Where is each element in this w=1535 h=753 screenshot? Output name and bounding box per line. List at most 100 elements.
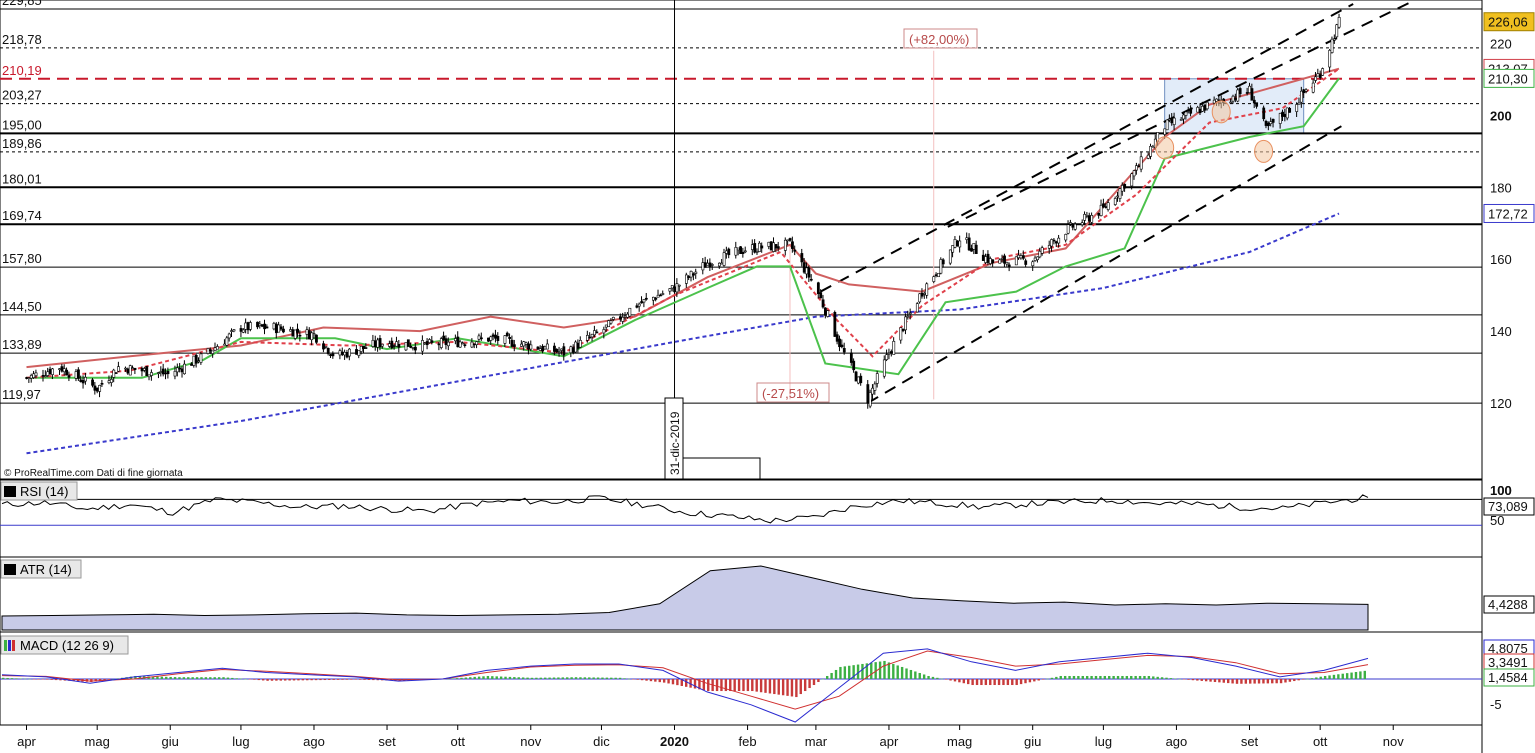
price-candle [378,338,382,348]
macd-hist-bar [59,679,62,681]
price-candle [1333,38,1336,41]
macd-hist-bar [1253,679,1256,684]
atr-area [1,565,1369,631]
price-candle [1238,88,1242,95]
macd-hist-bar [1072,675,1076,679]
atr-panel: 4,4288 [0,556,1535,633]
price-candle [677,284,681,287]
price-candle [143,368,146,371]
right-marker-box [1483,203,1535,223]
price-candle [454,338,457,342]
rsi-line [1,494,1369,524]
price-candle [404,342,408,351]
macd-hist-bar [1337,674,1340,679]
macd-hist-bar [640,679,644,681]
macd-hist-bar [729,679,732,692]
macd-hist-bar [447,678,450,680]
price-candle [569,346,573,354]
price-candle [701,262,705,271]
price-candle [357,350,361,356]
macd-hist-bar [579,677,582,679]
price-candle [941,259,945,265]
price-candle [1052,239,1056,242]
macd-hist-bar [909,669,913,679]
macd-hist-bar [742,679,745,692]
macd-hist-bar [574,677,578,679]
price-frame [0,0,1483,480]
price-candle [505,332,509,337]
price-candle [988,258,992,264]
price-candle [173,370,177,377]
price-candle [595,331,599,334]
price-candle [265,326,269,329]
price-candle [176,367,179,373]
price-candle [687,276,691,278]
price-candle [230,330,234,332]
price-candle [1120,185,1124,192]
rsi-tick-label: 100 [1490,483,1512,498]
price-candle [150,372,153,376]
price-candle [743,250,747,253]
resistance-trail-line [26,67,1340,369]
macd-hist-bar [830,672,833,679]
macd-hist-bar [1147,675,1151,679]
macd-hist-bar [1174,678,1177,680]
price-candle [256,321,259,328]
x-tick-label: giu [162,734,179,749]
level-label: 144,50 [2,299,42,314]
price-candle [520,343,523,347]
price-candle [543,346,547,350]
price-candle [310,332,314,341]
price-candle [225,337,229,346]
price-candle [183,363,186,375]
price-candle [343,351,347,356]
price-candle [623,315,627,318]
macd-hist-bar [138,676,141,679]
price-candle [1172,117,1176,125]
macd-hist-bar [1055,676,1058,679]
channel-lower [867,125,1342,404]
source-note: © ProRealTime.com Dati di fine giornata [4,468,183,479]
macd-hist-bar [6,677,9,679]
price-candle [326,347,330,354]
macd-hist-bar [486,675,490,679]
level-label: 229,85 [2,0,42,8]
macd-hist-bar [1138,675,1142,679]
price-candle [1295,104,1299,112]
price-candle [1033,257,1037,261]
price-candle [1073,223,1077,230]
macd-hist-bar [482,676,485,679]
price-candle [232,329,236,332]
price-candle [640,301,644,304]
price-candle [1116,195,1120,198]
macd-hist-bar [759,679,763,693]
macd-hist-bar [755,679,758,692]
x-tick-label: ott [1313,734,1328,749]
right-marker-label: 172,72 [1488,206,1528,221]
macd-hist-bar [905,668,908,679]
macd-tick-label: -5 [1490,697,1502,712]
price-candle [93,385,97,391]
price-candle [783,239,787,251]
macd-signal-line [1,650,1369,710]
price-candle [906,315,910,318]
macd-hist-bar [1328,675,1331,679]
price-tick-label: 100 [1490,483,1512,498]
macd-hist-bar [1332,674,1336,679]
price-candle [918,293,922,303]
macd-hist-bar [614,677,617,679]
price-candle [1151,145,1155,148]
macd-hist-bar [32,679,36,680]
loss-annotation: (-27,51%) [762,386,819,401]
macd-hist-bar [235,678,238,679]
price-candle [529,344,533,350]
macd-hist-bar [980,679,983,686]
price-candle [887,352,891,355]
price-candle [100,382,104,385]
macd-hist-bar [1231,679,1234,684]
price-candle [110,379,113,383]
rsi-tick-label: 50 [1490,513,1504,528]
macd-hist-bar [41,679,45,680]
price-candle [571,347,575,353]
price-candle [388,343,391,347]
